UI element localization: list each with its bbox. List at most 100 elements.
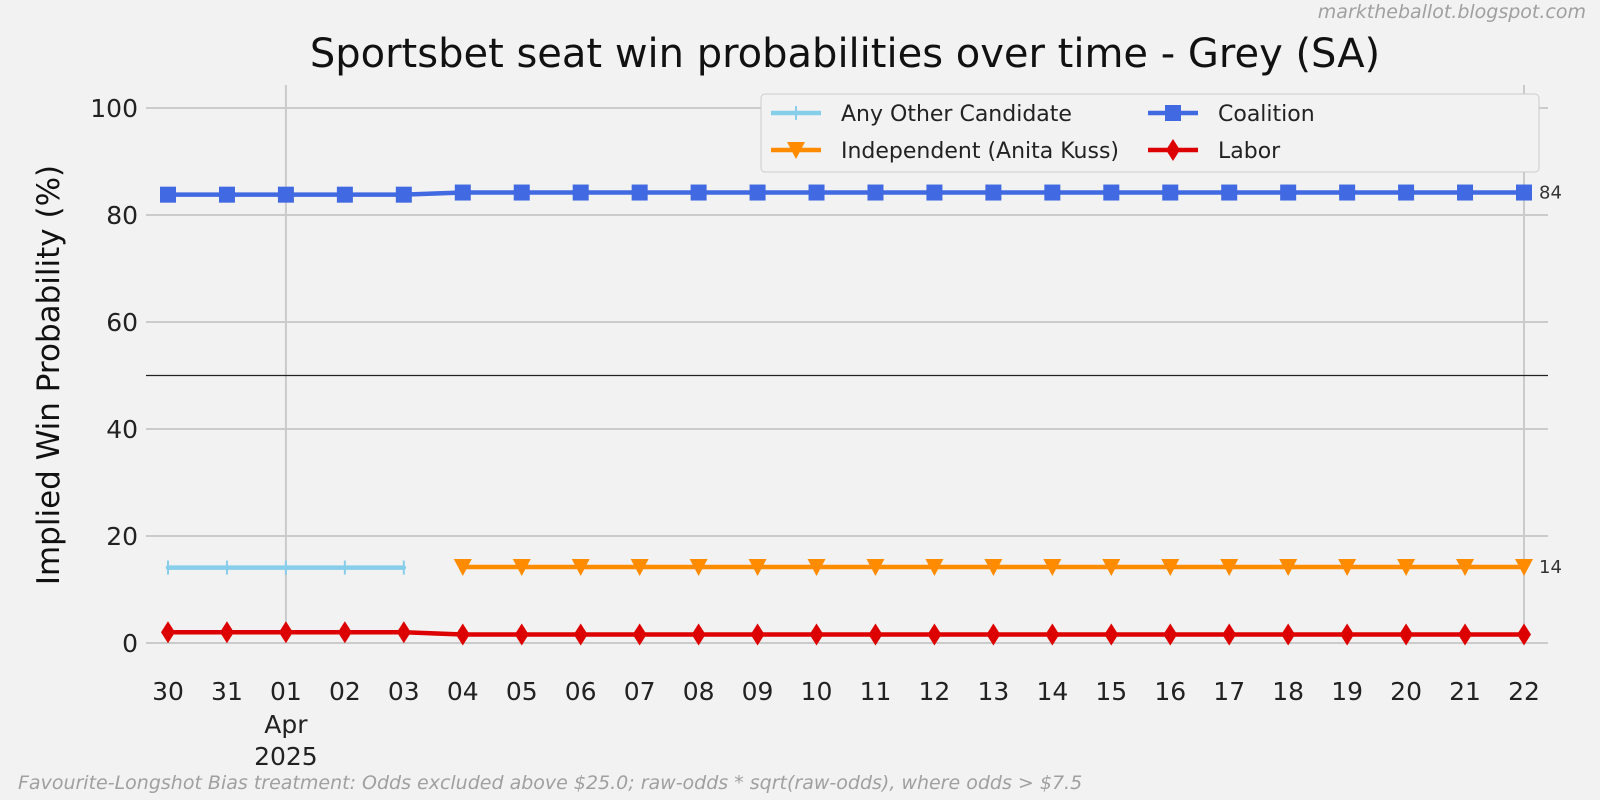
data-point — [1045, 623, 1060, 646]
x-tick-month-label: Apr — [264, 710, 308, 739]
data-point — [750, 623, 765, 646]
data-point — [868, 623, 883, 646]
x-tick-label: 19 — [1331, 677, 1363, 706]
series-coalition — [160, 184, 1532, 203]
data-point — [513, 184, 530, 201]
data-point — [1161, 559, 1180, 577]
data-point — [925, 559, 944, 577]
x-tick-label: 08 — [683, 677, 715, 706]
y-tick-label: 60 — [106, 308, 138, 337]
data-point — [1103, 184, 1120, 201]
data-point — [927, 623, 942, 646]
watermark: marktheballot.blogspot.com — [1318, 1, 1586, 23]
x-tick-label: 04 — [447, 677, 479, 706]
x-tick-label: 11 — [860, 677, 892, 706]
data-point — [454, 184, 471, 201]
data-point — [512, 559, 531, 577]
data-point — [395, 186, 412, 203]
x-tick-label: 15 — [1095, 677, 1127, 706]
data-point — [1104, 623, 1119, 646]
x-tick-label: 18 — [1272, 677, 1304, 706]
data-point — [1456, 559, 1475, 577]
legend-item: Coalition — [1148, 102, 1315, 127]
data-point — [453, 559, 472, 577]
y-tick-label: 40 — [106, 415, 138, 444]
series-layer — [160, 184, 1533, 646]
data-point — [277, 186, 294, 203]
data-point — [1338, 559, 1357, 577]
legend-item: Any Other Candidate — [771, 102, 1072, 127]
data-point — [396, 621, 411, 644]
legend-label: Independent (Anita Kuss) — [841, 139, 1119, 164]
data-point — [985, 184, 1002, 201]
y-axis-label: Implied Win Probability (%) — [31, 165, 67, 585]
data-point — [748, 559, 767, 577]
axis-labels: 0 20 40 60 80 100 30 31 01 02 03 04 05 06 07 08 09 10 11 12… — [90, 94, 1540, 771]
x-tick-label: 20 — [1390, 677, 1422, 706]
series-end-label: 14 — [1539, 557, 1562, 578]
x-tick-label: 13 — [977, 677, 1009, 706]
data-point — [1222, 623, 1237, 646]
y-tick-label: 100 — [90, 94, 138, 123]
data-point — [1399, 623, 1414, 646]
data-point — [632, 623, 647, 646]
x-tick-label: 17 — [1213, 677, 1245, 706]
x-tick-label: 22 — [1508, 677, 1540, 706]
x-tick-label: 10 — [801, 677, 833, 706]
data-point — [1517, 623, 1531, 646]
x-tick-label: 01 — [270, 677, 302, 706]
data-point — [689, 559, 708, 577]
data-point — [1280, 184, 1297, 201]
legend: Any Other Candidate Coalition Independent … — [760, 93, 1540, 173]
legend-item: Independent (Anita Kuss) — [771, 139, 1119, 164]
data-point — [691, 623, 706, 646]
series-end-label: 84 — [1539, 183, 1562, 204]
data-point — [1220, 559, 1239, 577]
data-point — [1044, 184, 1061, 201]
data-point — [1166, 139, 1180, 161]
data-point — [1516, 184, 1532, 201]
legend-label: Any Other Candidate — [841, 102, 1072, 127]
x-tick-label: 14 — [1036, 677, 1068, 706]
x-tick-label: 31 — [211, 677, 243, 706]
x-tick-label: 12 — [919, 677, 951, 706]
data-point — [1043, 559, 1062, 577]
series-any-other-candidate — [165, 560, 407, 575]
data-point — [808, 184, 825, 201]
x-tick-label: 09 — [742, 677, 774, 706]
data-point — [514, 623, 529, 646]
x-tick-label: 07 — [624, 677, 656, 706]
data-point — [631, 184, 648, 201]
series-line — [165, 630, 1527, 637]
y-tick-label: 20 — [106, 522, 138, 551]
data-point — [866, 559, 885, 577]
legend-label: Coalition — [1218, 102, 1315, 127]
data-point — [337, 621, 352, 644]
data-point — [1162, 184, 1179, 201]
legend-box — [760, 93, 1540, 173]
end-labels: 84 14 — [1539, 183, 1562, 579]
series-independent-anita-kuss — [453, 559, 1533, 577]
data-point — [573, 623, 588, 646]
data-point — [809, 623, 824, 646]
legend-item: Labor — [1148, 139, 1281, 164]
data-point — [455, 623, 470, 646]
data-point — [690, 184, 707, 201]
data-point — [1397, 559, 1416, 577]
data-point — [572, 184, 589, 201]
data-point — [787, 142, 805, 159]
x-tick-label: 16 — [1154, 677, 1186, 706]
x-tick-label: 06 — [565, 677, 597, 706]
x-tick-label: 30 — [152, 677, 184, 706]
data-point — [807, 559, 826, 577]
y-tick-label: 0 — [122, 629, 138, 658]
data-point — [571, 559, 590, 577]
x-tick-year-label: 2025 — [254, 742, 318, 771]
data-point — [1165, 105, 1181, 121]
data-point — [278, 621, 293, 644]
data-point — [1339, 184, 1356, 201]
data-point — [1515, 559, 1533, 577]
data-point — [1340, 623, 1355, 646]
series-labor — [161, 621, 1531, 646]
